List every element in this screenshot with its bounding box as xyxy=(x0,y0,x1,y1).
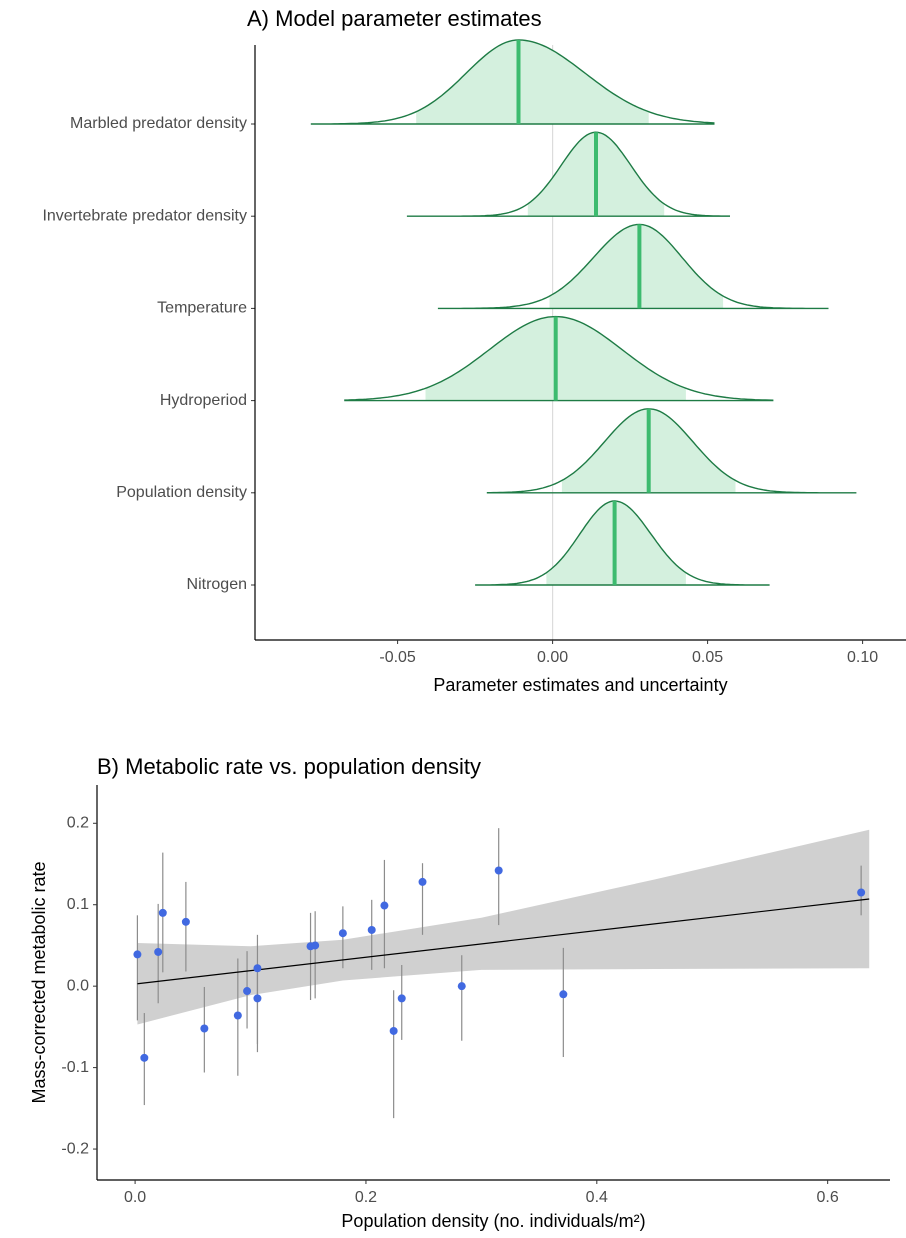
y-tick-label: -0.2 xyxy=(61,1140,89,1157)
x-tick-label: 0.05 xyxy=(692,649,723,666)
point xyxy=(140,1053,149,1062)
x-tick-label: 0.2 xyxy=(355,1189,377,1206)
x-tick-label: 0.10 xyxy=(847,649,878,666)
density-curve xyxy=(437,223,829,310)
x-axis-label: Parameter estimates and uncertainty xyxy=(433,675,727,695)
density-curve xyxy=(310,39,715,125)
y-tick-label: 0.1 xyxy=(67,896,89,913)
point xyxy=(181,917,190,926)
point xyxy=(200,1024,209,1033)
chart-title: A) Model parameter estimates xyxy=(247,6,542,31)
point xyxy=(233,1011,242,1020)
ci-area xyxy=(416,40,649,124)
point xyxy=(397,994,406,1003)
point xyxy=(494,866,503,875)
x-tick-label: 0.0 xyxy=(124,1189,146,1206)
x-tick-label: 0.6 xyxy=(817,1189,839,1206)
point xyxy=(338,929,347,938)
y-tick-label: -0.1 xyxy=(61,1059,89,1076)
y-tick-label: Population density xyxy=(116,484,247,501)
point xyxy=(253,994,262,1003)
point xyxy=(133,950,142,959)
point xyxy=(559,990,568,999)
y-tick-label: Temperature xyxy=(157,300,247,317)
x-tick-label: 0.4 xyxy=(586,1189,608,1206)
point xyxy=(389,1026,398,1035)
chart-title: B) Metabolic rate vs. population density xyxy=(97,754,481,779)
confidence-band xyxy=(137,829,870,1025)
point xyxy=(380,901,389,910)
density-curve xyxy=(344,315,774,402)
x-tick-label: -0.05 xyxy=(379,649,416,666)
y-tick-label: Nitrogen xyxy=(187,576,247,593)
point xyxy=(857,888,866,897)
y-tick-label: 0.0 xyxy=(67,977,89,994)
x-axis-label: Population density (no. individuals/m²) xyxy=(341,1211,645,1231)
point xyxy=(457,982,466,991)
density-curve xyxy=(475,500,770,586)
y-tick-label: Marbled predator density xyxy=(70,115,247,132)
point xyxy=(243,987,252,996)
x-tick-label: 0.00 xyxy=(537,649,568,666)
point xyxy=(158,908,167,917)
density-curve xyxy=(406,131,730,217)
point xyxy=(418,877,427,886)
y-tick-label: 0.2 xyxy=(67,814,89,831)
point xyxy=(253,964,262,973)
y-axis-label: Mass-corrected metabolic rate xyxy=(29,861,49,1103)
point xyxy=(154,947,163,956)
y-tick-label: Hydroperiod xyxy=(160,392,247,409)
point xyxy=(367,925,376,934)
point xyxy=(311,941,320,950)
density-curve xyxy=(486,408,857,494)
ci-area xyxy=(549,224,724,309)
y-tick-label: Invertebrate predator density xyxy=(42,207,247,224)
